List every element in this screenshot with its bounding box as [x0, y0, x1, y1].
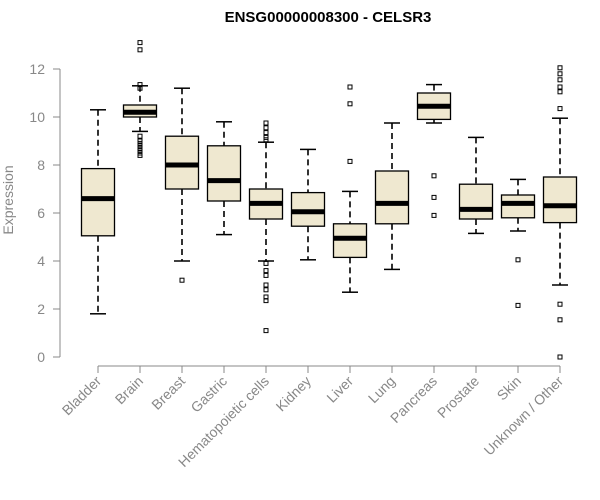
- outlier-point: [431, 194, 437, 200]
- outlier-point: [263, 137, 269, 143]
- outlier-point: [557, 106, 563, 112]
- x-tick-label: Lung: [365, 373, 398, 406]
- outlier-point: [263, 120, 269, 126]
- outlier-point: [431, 173, 437, 179]
- outlier-point: [347, 84, 353, 90]
- x-tick-label: Breast: [148, 373, 188, 413]
- x-tick-label: Pancreas: [387, 373, 440, 426]
- outlier-point: [557, 77, 563, 83]
- outlier-point: [137, 85, 143, 91]
- outlier-point: [263, 287, 269, 293]
- y-tick-label: 0: [37, 349, 45, 365]
- x-tick-label: Kidney: [273, 373, 315, 415]
- iqr-box: [374, 170, 410, 225]
- box-group: [122, 40, 158, 158]
- x-tick-label: Prostate: [434, 373, 482, 421]
- x-tick-label: Brain: [112, 373, 146, 407]
- outlier-point: [263, 130, 269, 136]
- outlier-point: [557, 354, 563, 360]
- x-tick-label: Liver: [323, 373, 356, 406]
- outlier-point: [557, 84, 563, 90]
- outlier-point: [137, 133, 143, 139]
- iqr-box: [542, 176, 578, 224]
- y-tick-label: 6: [37, 205, 45, 221]
- outlier-point: [263, 260, 269, 266]
- y-axis-label: Expression: [0, 165, 16, 234]
- x-tick-label: Bladder: [59, 373, 105, 419]
- iqr-box: [80, 167, 116, 237]
- outlier-point: [515, 257, 521, 263]
- box-group: [542, 65, 578, 360]
- y-tick-label: 4: [37, 253, 45, 269]
- outlier-point: [347, 158, 353, 164]
- y-axis: 0 2 4 6 8 10 12: [29, 61, 61, 365]
- outlier-point: [137, 47, 143, 53]
- iqr-box: [458, 183, 494, 220]
- outlier-point: [263, 268, 269, 274]
- box-group: [416, 83, 452, 218]
- x-tick-label: Skin: [494, 373, 525, 404]
- box-group: [164, 87, 200, 283]
- outlier-point: [137, 152, 143, 158]
- iqr-box: [206, 145, 242, 202]
- y-tick-label: 8: [37, 157, 45, 173]
- outlier-point: [263, 272, 269, 278]
- outlier-point: [347, 101, 353, 107]
- outlier-point: [557, 65, 563, 71]
- iqr-box: [500, 194, 536, 219]
- outlier-point: [263, 282, 269, 288]
- box-group: [458, 136, 494, 235]
- outlier-point: [557, 89, 563, 95]
- outlier-point: [263, 328, 269, 334]
- outlier-point: [263, 125, 269, 131]
- outlier-point: [515, 302, 521, 308]
- outlier-point: [431, 212, 437, 218]
- plot-area: [80, 40, 578, 360]
- y-tick-label: 2: [37, 301, 45, 317]
- outlier-point: [263, 298, 269, 304]
- outlier-point: [557, 301, 563, 307]
- box-group: [374, 122, 410, 271]
- y-tick-label: 10: [29, 109, 45, 125]
- chart-title: ENSG00000008300 - CELSR3: [225, 9, 432, 26]
- outlier-point: [137, 40, 143, 46]
- box-group: [500, 178, 536, 308]
- box-group: [248, 120, 284, 334]
- box-group: [80, 109, 116, 315]
- x-tick-label: Unknown / Other: [481, 373, 567, 459]
- box-group: [206, 121, 242, 236]
- outlier-point: [557, 71, 563, 77]
- outlier-point: [557, 317, 563, 323]
- outlier-point: [179, 277, 185, 283]
- box-group: [332, 84, 368, 293]
- box-group: [290, 148, 326, 261]
- y-tick-label: 12: [29, 61, 45, 77]
